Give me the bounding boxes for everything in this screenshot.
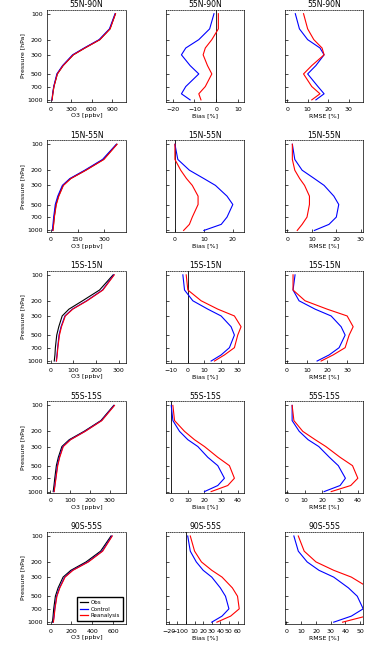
- Title: 55N-90N: 55N-90N: [188, 0, 222, 9]
- X-axis label: Bias [%]: Bias [%]: [192, 244, 218, 248]
- Title: 15N-55N: 15N-55N: [307, 131, 341, 140]
- X-axis label: Bias [%]: Bias [%]: [192, 374, 218, 379]
- X-axis label: O3 [ppbv]: O3 [ppbv]: [71, 504, 102, 510]
- Y-axis label: Pressure [hPa]: Pressure [hPa]: [21, 294, 26, 339]
- Title: 15N-55N: 15N-55N: [70, 131, 103, 140]
- X-axis label: Bias [%]: Bias [%]: [192, 504, 218, 510]
- X-axis label: O3 [ppbv]: O3 [ppbv]: [71, 374, 102, 379]
- X-axis label: RMSE [%]: RMSE [%]: [309, 374, 339, 379]
- Y-axis label: Pressure [hPa]: Pressure [hPa]: [21, 164, 26, 209]
- Title: 90S-55S: 90S-55S: [189, 522, 221, 531]
- Title: 90S-55S: 90S-55S: [71, 522, 103, 531]
- Title: 15S-15N: 15S-15N: [308, 261, 340, 270]
- X-axis label: RMSE [%]: RMSE [%]: [309, 504, 339, 510]
- Y-axis label: Pressure [hPa]: Pressure [hPa]: [21, 425, 26, 470]
- X-axis label: O3 [ppbv]: O3 [ppbv]: [71, 244, 102, 248]
- Title: 15S-15N: 15S-15N: [189, 261, 222, 270]
- Title: 55N-90N: 55N-90N: [307, 0, 341, 9]
- X-axis label: RMSE [%]: RMSE [%]: [309, 244, 339, 248]
- Title: 55S-15S: 55S-15S: [71, 392, 102, 400]
- X-axis label: O3 [ppbv]: O3 [ppbv]: [71, 635, 102, 640]
- X-axis label: O3 [ppbv]: O3 [ppbv]: [71, 113, 102, 118]
- Title: 90S-55S: 90S-55S: [308, 522, 340, 531]
- Legend: Obs, Control, Reanalysis: Obs, Control, Reanalysis: [77, 597, 123, 621]
- Y-axis label: Pressure [hPa]: Pressure [hPa]: [21, 33, 26, 78]
- X-axis label: RMSE [%]: RMSE [%]: [309, 635, 339, 640]
- X-axis label: RMSE [%]: RMSE [%]: [309, 113, 339, 118]
- X-axis label: Bias [%]: Bias [%]: [192, 635, 218, 640]
- Title: 55S-15S: 55S-15S: [189, 392, 221, 400]
- X-axis label: Bias [%]: Bias [%]: [192, 113, 218, 118]
- Title: 55N-90N: 55N-90N: [70, 0, 103, 9]
- Title: 15N-55N: 15N-55N: [188, 131, 222, 140]
- Y-axis label: Pressure [hPa]: Pressure [hPa]: [21, 556, 26, 601]
- Title: 15S-15N: 15S-15N: [70, 261, 103, 270]
- Title: 55S-15S: 55S-15S: [308, 392, 340, 400]
